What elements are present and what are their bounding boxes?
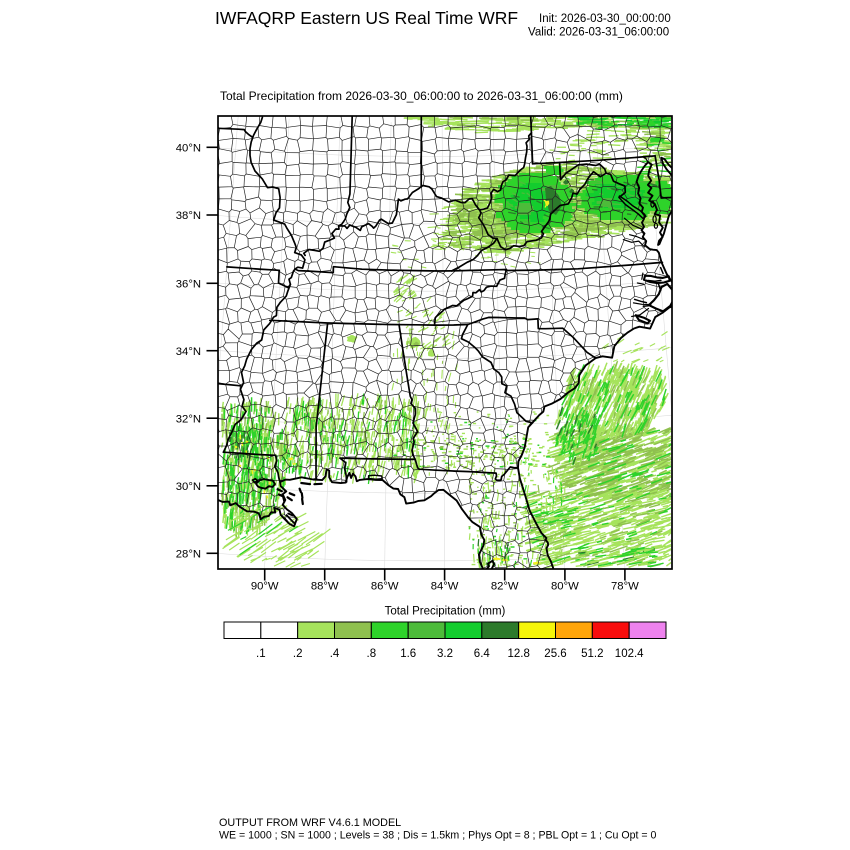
svg-text:38°N: 38°N: [176, 210, 201, 222]
svg-text:1.6: 1.6: [400, 648, 416, 660]
svg-text:.8: .8: [367, 648, 377, 660]
svg-text:.1: .1: [256, 648, 266, 660]
svg-text:.2: .2: [293, 648, 303, 660]
svg-text:40°N: 40°N: [176, 142, 201, 154]
svg-text:28°N: 28°N: [176, 548, 201, 560]
svg-text:.4: .4: [330, 648, 340, 660]
svg-text:Init: 2026-03-30_00:00:00: Init: 2026-03-30_00:00:00: [539, 13, 671, 25]
svg-text:30°N: 30°N: [176, 481, 201, 493]
svg-text:WE = 1000 ; SN = 1000 ; Levels: WE = 1000 ; SN = 1000 ; Levels = 38 ; Di…: [219, 830, 657, 842]
svg-text:34°N: 34°N: [176, 346, 201, 358]
svg-text:Total Precipitation (mm): Total Precipitation (mm): [385, 606, 506, 618]
svg-text:82°W: 82°W: [491, 581, 519, 593]
svg-text:102.4: 102.4: [615, 648, 644, 660]
svg-text:Total Precipitation from 2026-: Total Precipitation from 2026-03-30_06:0…: [220, 89, 623, 103]
svg-text:12.8: 12.8: [508, 648, 530, 660]
svg-text:36°N: 36°N: [176, 278, 201, 290]
svg-text:3.2: 3.2: [437, 648, 453, 660]
svg-text:80°W: 80°W: [551, 581, 579, 593]
svg-text:86°W: 86°W: [371, 581, 399, 593]
svg-text:OUTPUT FROM WRF V4.6.1 MODEL: OUTPUT FROM WRF V4.6.1 MODEL: [219, 817, 401, 829]
svg-text:6.4: 6.4: [474, 648, 491, 660]
svg-text:51.2: 51.2: [581, 648, 603, 660]
svg-text:90°W: 90°W: [251, 581, 279, 593]
svg-text:78°W: 78°W: [611, 581, 639, 593]
svg-text:Valid: 2026-03-31_06:00:00: Valid: 2026-03-31_06:00:00: [528, 27, 669, 39]
svg-text:32°N: 32°N: [176, 413, 201, 425]
svg-text:88°W: 88°W: [311, 581, 339, 593]
svg-text:IWFAQRP Eastern US Real Time W: IWFAQRP Eastern US Real Time WRF: [215, 8, 518, 28]
svg-text:84°W: 84°W: [431, 581, 459, 593]
svg-text:25.6: 25.6: [544, 648, 566, 660]
